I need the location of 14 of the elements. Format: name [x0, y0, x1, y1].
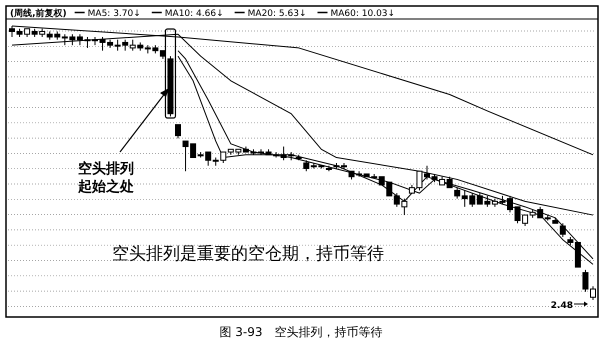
text: 2.48: [550, 301, 573, 311]
annotation: 起始之处: [77, 178, 134, 195]
legend-item: MA60: 10.03↓: [318, 9, 396, 19]
chart-title: (周线,前复权): [10, 8, 67, 19]
annotation: 空头排列: [78, 160, 134, 177]
legend-label: MA10: 4.66↓: [164, 9, 224, 19]
caption: 图 3-93 空头排列，持币等待: [219, 325, 383, 339]
legend-label: MA20: 5.63↓: [248, 9, 306, 19]
legend-item: MA10: 4.66↓: [152, 9, 224, 19]
legend-label: MA60: 10.03↓: [330, 9, 396, 19]
legend-item: MA5: 3.70↓: [74, 9, 141, 19]
legend-item: MA20: 5.63↓: [234, 9, 306, 19]
annotation: 空头排列是重要的空仓期，持币等待: [112, 244, 384, 264]
legend-label: MA5: 3.70↓: [88, 9, 141, 19]
